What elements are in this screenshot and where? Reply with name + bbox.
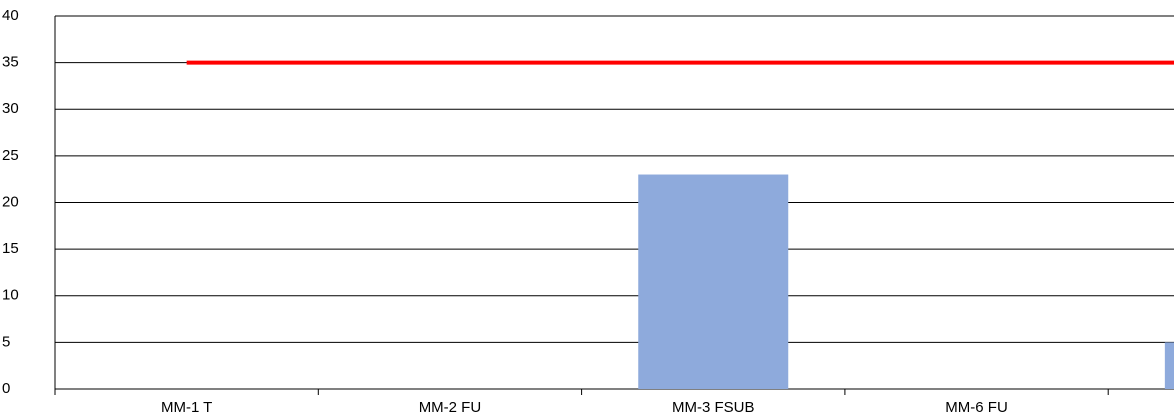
y-tick-label: 15 bbox=[2, 240, 19, 257]
y-tick-label: 40 bbox=[2, 7, 19, 24]
x-tick-label: MM-6 FU bbox=[945, 399, 1008, 416]
x-tick-label: MM-3 FSUB bbox=[672, 399, 755, 416]
x-tick-label: MM-2 FU bbox=[419, 399, 482, 416]
y-tick-label: 25 bbox=[2, 147, 19, 164]
bar bbox=[638, 174, 789, 389]
y-tick-label: 10 bbox=[2, 287, 19, 304]
bar bbox=[1164, 342, 1174, 389]
y-tick-label: 5 bbox=[2, 333, 10, 350]
y-tick-label: 0 bbox=[2, 380, 10, 397]
x-tick-label: MM-1 T bbox=[161, 399, 212, 416]
y-tick-label: 35 bbox=[2, 54, 19, 71]
y-tick-label: 20 bbox=[2, 193, 19, 210]
y-tick-label: 30 bbox=[2, 100, 19, 117]
